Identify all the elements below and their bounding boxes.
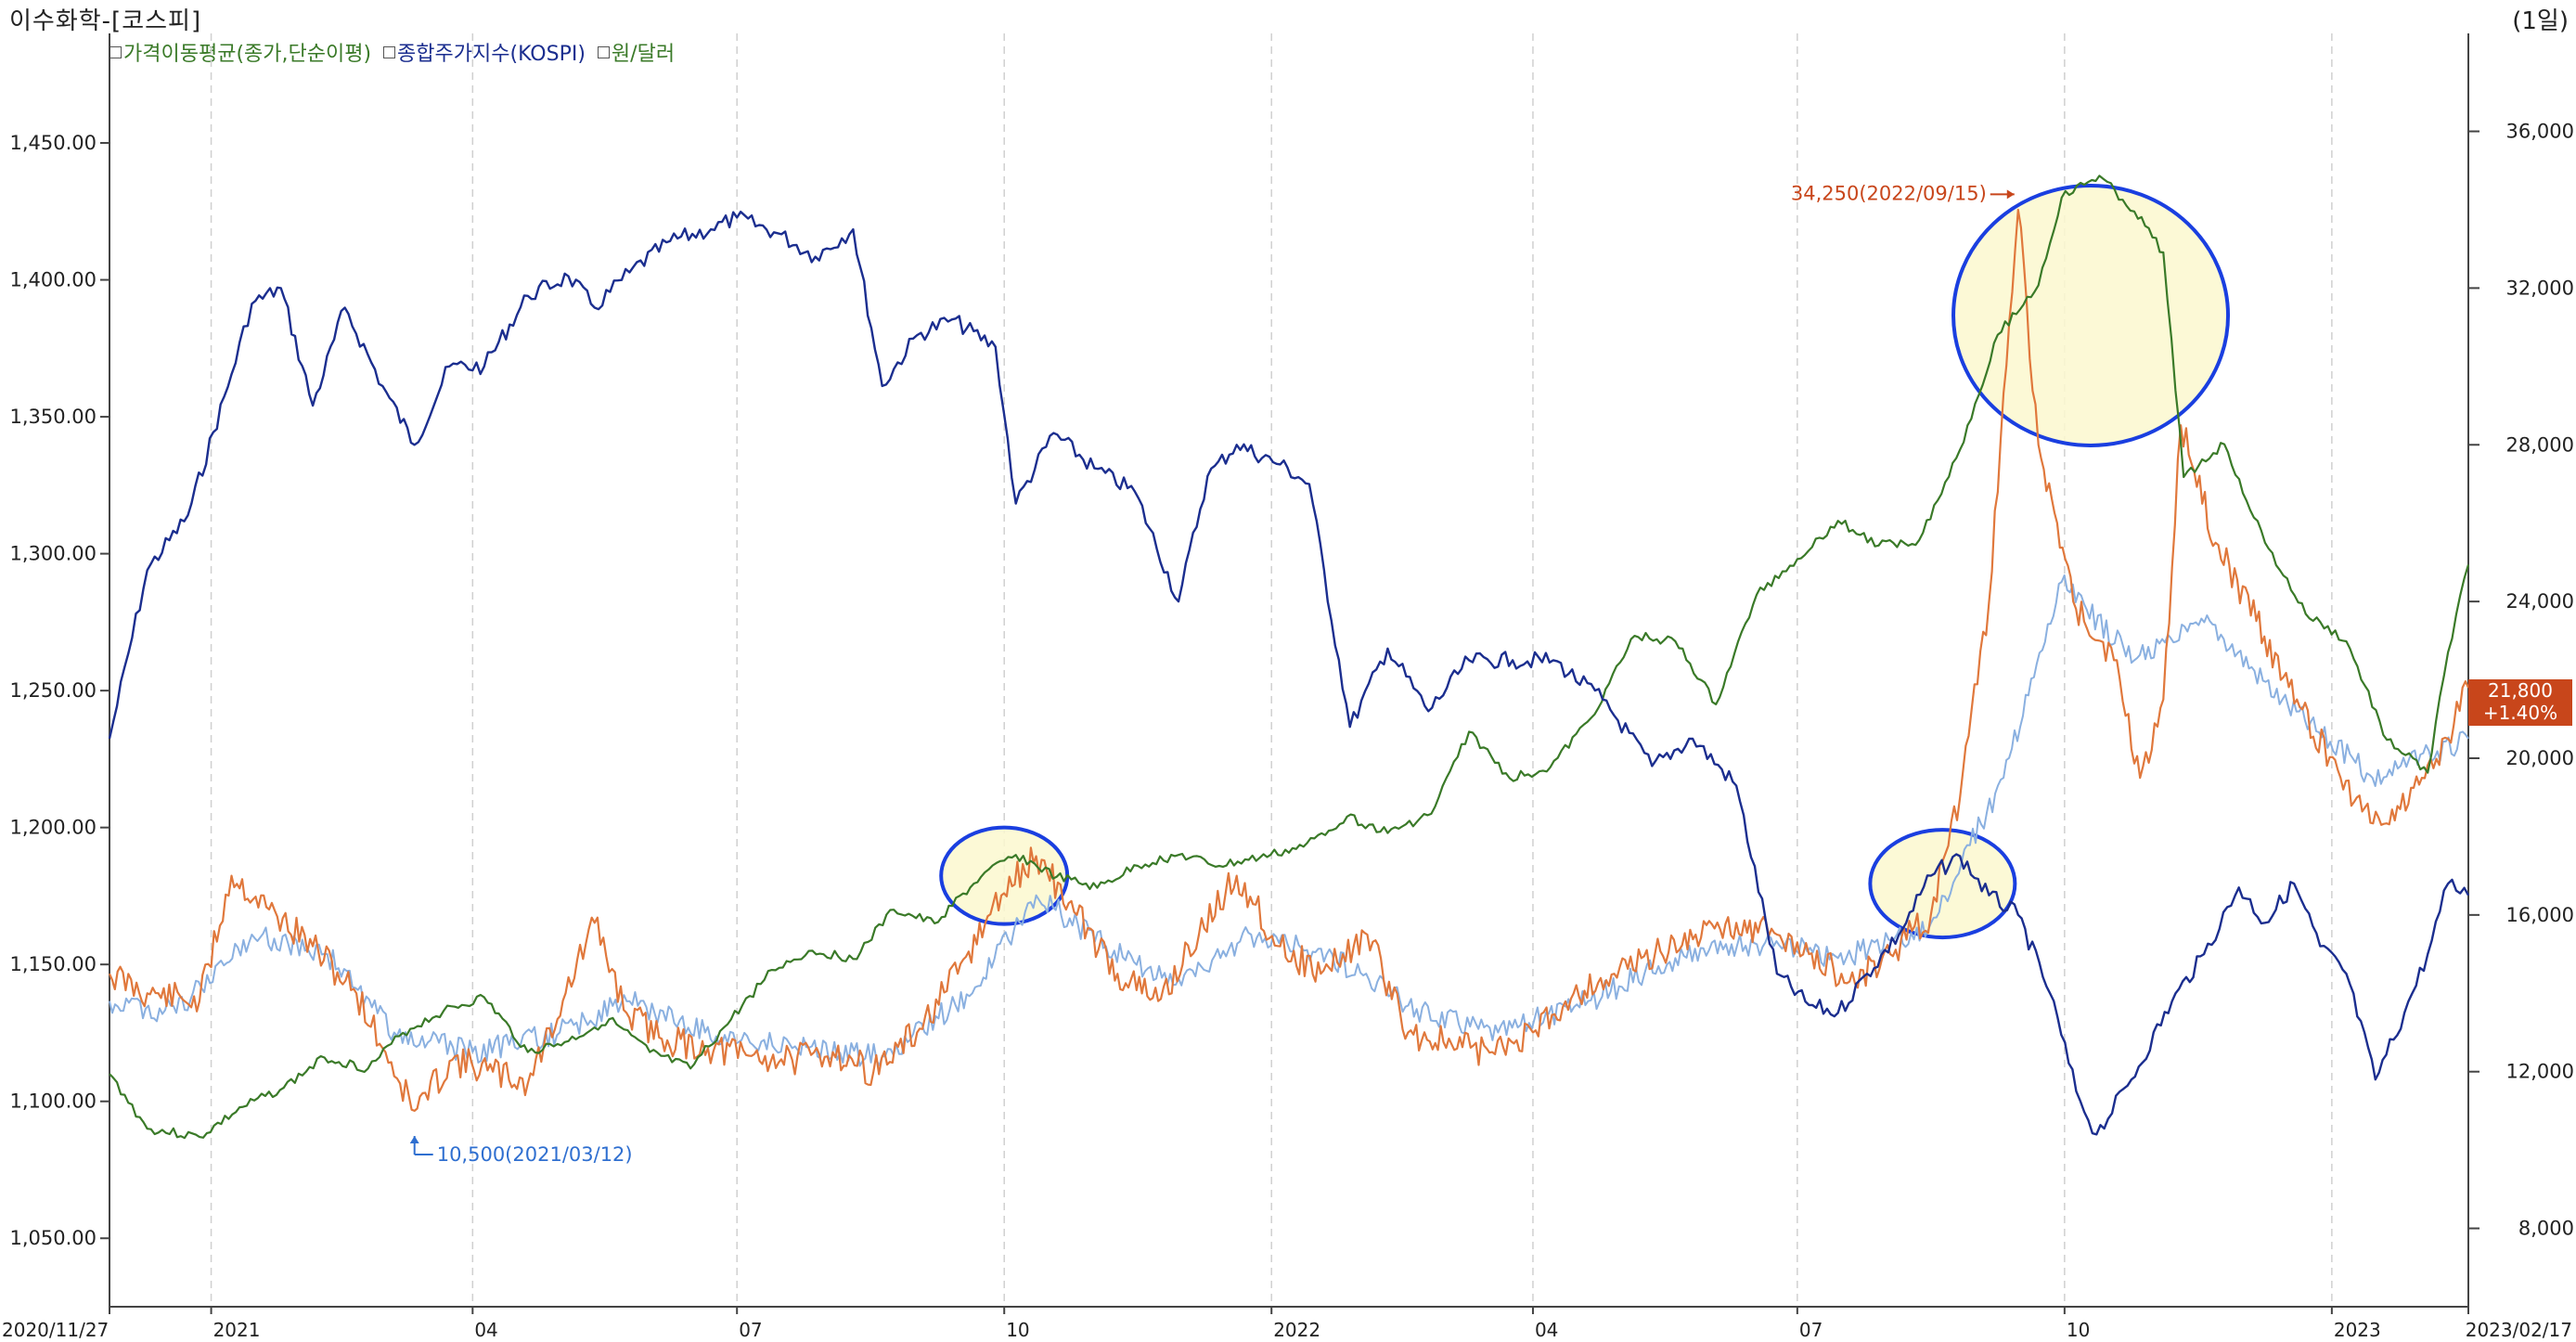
chart-title: 이수화학-[코스피]	[9, 7, 202, 35]
last-price-change: +1.40%	[2482, 702, 2558, 724]
legend-label: 종합주가지수(KOSPI)	[397, 43, 586, 66]
series-line	[108, 208, 2470, 1112]
plot-frame	[109, 33, 2469, 1308]
annotations: 34,250(2022/09/15) 10,500(2021/03/12)	[409, 182, 2478, 1166]
left-tick-label: 1,350.00	[9, 406, 97, 428]
annotation-arrowhead	[409, 1136, 419, 1144]
right-tick-label: 24,000	[2506, 590, 2574, 613]
right-axis: 36,000 32,000 28,000 24,000 20,000 16,000 12,0…	[2468, 121, 2574, 1240]
highlight-ellipse	[1868, 828, 2017, 940]
annotation-arrowhead	[2006, 189, 2015, 200]
x-tick-label: 2023	[2334, 1319, 2381, 1341]
left-tick-label: 1,200.00	[9, 817, 97, 839]
checkbox-icon[interactable]	[383, 45, 396, 58]
left-tick-label: 1,450.00	[9, 132, 97, 154]
x-tick-label: 10	[1006, 1319, 1029, 1341]
right-tick-label: 12,000	[2506, 1061, 2574, 1083]
annotation-low-label: 10,500(2021/03/12)	[437, 1143, 633, 1166]
series-line	[109, 174, 2470, 1140]
legend-label: 가격이동평균(종가,단순이평)	[123, 43, 372, 66]
series-line	[109, 574, 2469, 1067]
grid-lines	[210, 33, 2333, 1307]
x-axis: 2020/11/27 2021 04 07 10 2022 04 07 10 2023 2023/0…	[2, 1307, 2572, 1341]
x-tick-label: 07	[739, 1319, 762, 1341]
highlight-ellipse	[1951, 183, 2231, 447]
left-axis: 1,450.00 1,400.00 1,350.00 1,300.00 1,250.00…	[9, 132, 109, 1249]
legend-item-moving-average[interactable]: 가격이동평균(종가,단순이평)	[109, 37, 371, 67]
left-tick-label: 1,100.00	[9, 1090, 97, 1113]
legend-item-usd-krw[interactable]: 원/달러	[597, 37, 676, 67]
highlight-ellipses	[939, 183, 2231, 940]
left-tick-label: 1,300.00	[9, 543, 97, 565]
left-tick-label: 1,150.00	[9, 953, 97, 975]
x-tick-label: 2021	[213, 1319, 261, 1341]
left-tick-label: 1,400.00	[9, 269, 97, 291]
period-label[interactable]: (1일)	[2512, 7, 2569, 35]
annotation-high-label: 34,250(2022/09/15)	[1791, 182, 1987, 204]
left-tick-label: 1,050.00	[9, 1227, 97, 1249]
x-tick-label: 2020/11/27	[2, 1319, 109, 1341]
title-bar: 이수화학-[코스피] (1일)	[0, 0, 2576, 35]
series-lines	[108, 174, 2470, 1140]
x-tick-label: 04	[474, 1319, 497, 1341]
legend-label: 원/달러	[611, 43, 676, 66]
checkbox-icon[interactable]	[597, 45, 610, 58]
x-tick-label: 10	[2067, 1319, 2090, 1341]
last-price-value: 21,800	[2488, 679, 2553, 702]
right-tick-label: 8,000	[2518, 1218, 2574, 1240]
x-tick-label: 04	[1535, 1319, 1558, 1341]
x-tick-label: 07	[1799, 1319, 1823, 1341]
right-tick-label: 32,000	[2506, 277, 2574, 299]
right-tick-label: 36,000	[2506, 121, 2574, 143]
x-tick-label: 2023/02/17	[2466, 1319, 2572, 1341]
x-tick-label: 2022	[1273, 1319, 1320, 1341]
right-tick-label: 16,000	[2506, 904, 2574, 926]
series-line	[108, 211, 2470, 1136]
right-tick-label: 28,000	[2506, 433, 2574, 456]
legend-item-kospi[interactable]: 종합주가지수(KOSPI)	[383, 37, 586, 67]
legend: 가격이동평균(종가,단순이평) 종합주가지수(KOSPI) 원/달러	[109, 37, 680, 67]
right-tick-label: 20,000	[2506, 747, 2574, 769]
left-tick-label: 1,250.00	[9, 679, 97, 702]
last-price-badge: 21,800 +1.40%	[2468, 679, 2572, 726]
